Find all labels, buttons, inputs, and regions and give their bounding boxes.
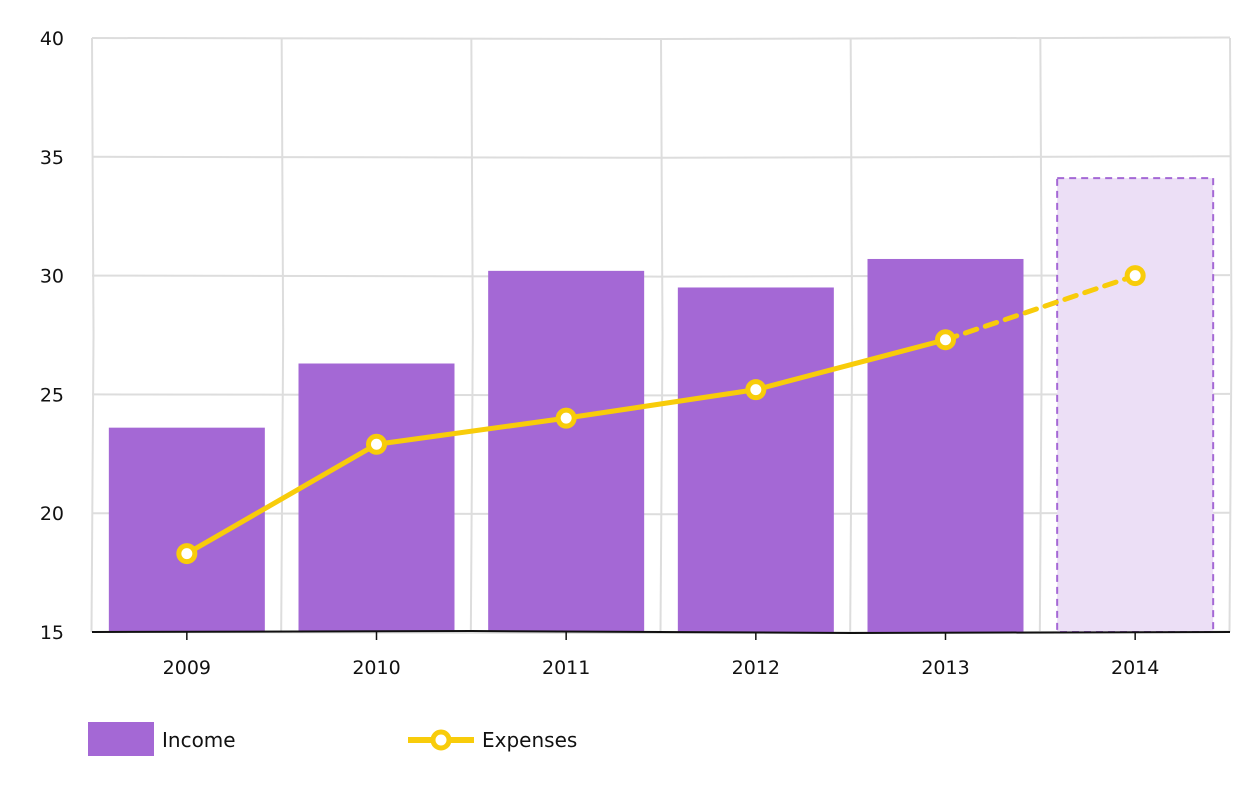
grid-line-vertical bbox=[1038, 37, 1043, 633]
x-axis bbox=[91, 629, 1231, 640]
x-tick-label: 2011 bbox=[542, 657, 590, 679]
expenses-point-2010[interactable] bbox=[366, 433, 387, 455]
expenses-line bbox=[176, 265, 1146, 565]
grid-line-vertical bbox=[469, 37, 474, 633]
y-tick-label: 20 bbox=[40, 503, 64, 525]
x-tick-label: 2010 bbox=[352, 657, 400, 679]
x-axis-line bbox=[91, 629, 1231, 635]
expenses-point-2012[interactable] bbox=[745, 379, 767, 401]
income-bar-2014 bbox=[1056, 177, 1215, 634]
y-tick-label: 15 bbox=[40, 622, 64, 644]
y-axis-tick-labels: 15 20 25 30 35 40 bbox=[40, 28, 64, 644]
grid-line-vertical bbox=[1228, 37, 1233, 633]
income-bar-2009 bbox=[108, 427, 265, 632]
x-tick-label: 2013 bbox=[921, 657, 969, 679]
expenses-point-2009[interactable] bbox=[176, 543, 198, 565]
legend-income-swatch bbox=[88, 722, 154, 756]
x-tick-label: 2014 bbox=[1111, 657, 1159, 679]
y-tick-label: 30 bbox=[40, 266, 64, 288]
legend-item-income[interactable]: Income bbox=[88, 722, 236, 756]
income-bar-2013 bbox=[867, 258, 1024, 632]
expenses-point-2011[interactable] bbox=[555, 407, 577, 429]
grid-line-vertical bbox=[849, 37, 854, 633]
grid-line-vertical bbox=[659, 37, 664, 633]
legend: Income Expenses bbox=[88, 722, 577, 756]
x-tick-label: 2009 bbox=[163, 657, 211, 679]
expenses-line-projected bbox=[943, 273, 1138, 343]
x-tick-label: 2012 bbox=[732, 657, 780, 679]
grid-line-vertical bbox=[280, 37, 285, 633]
legend-expenses-marker bbox=[430, 729, 452, 751]
grid-line-horizontal bbox=[91, 392, 1231, 397]
y-tick-label: 35 bbox=[40, 147, 64, 169]
legend-item-expenses[interactable]: Expenses bbox=[408, 728, 577, 752]
y-tick-label: 40 bbox=[40, 28, 64, 50]
income-bar-2010 bbox=[298, 363, 455, 632]
income-bar-2012 bbox=[677, 287, 834, 632]
x-axis-tick-labels: 2009 2010 2011 2012 2013 2014 bbox=[163, 657, 1160, 679]
legend-income-label: Income bbox=[162, 728, 236, 752]
legend-expenses-label: Expenses bbox=[482, 728, 577, 752]
expenses-point-2013[interactable] bbox=[935, 329, 956, 351]
y-tick-label: 25 bbox=[40, 384, 64, 406]
income-bar-2011 bbox=[488, 270, 645, 632]
income-bars bbox=[108, 177, 1215, 634]
grid-line-horizontal bbox=[91, 274, 1231, 278]
expenses-point-2014[interactable] bbox=[1124, 265, 1146, 287]
grid-line-vertical bbox=[90, 37, 95, 633]
grid-lines bbox=[90, 36, 1233, 635]
